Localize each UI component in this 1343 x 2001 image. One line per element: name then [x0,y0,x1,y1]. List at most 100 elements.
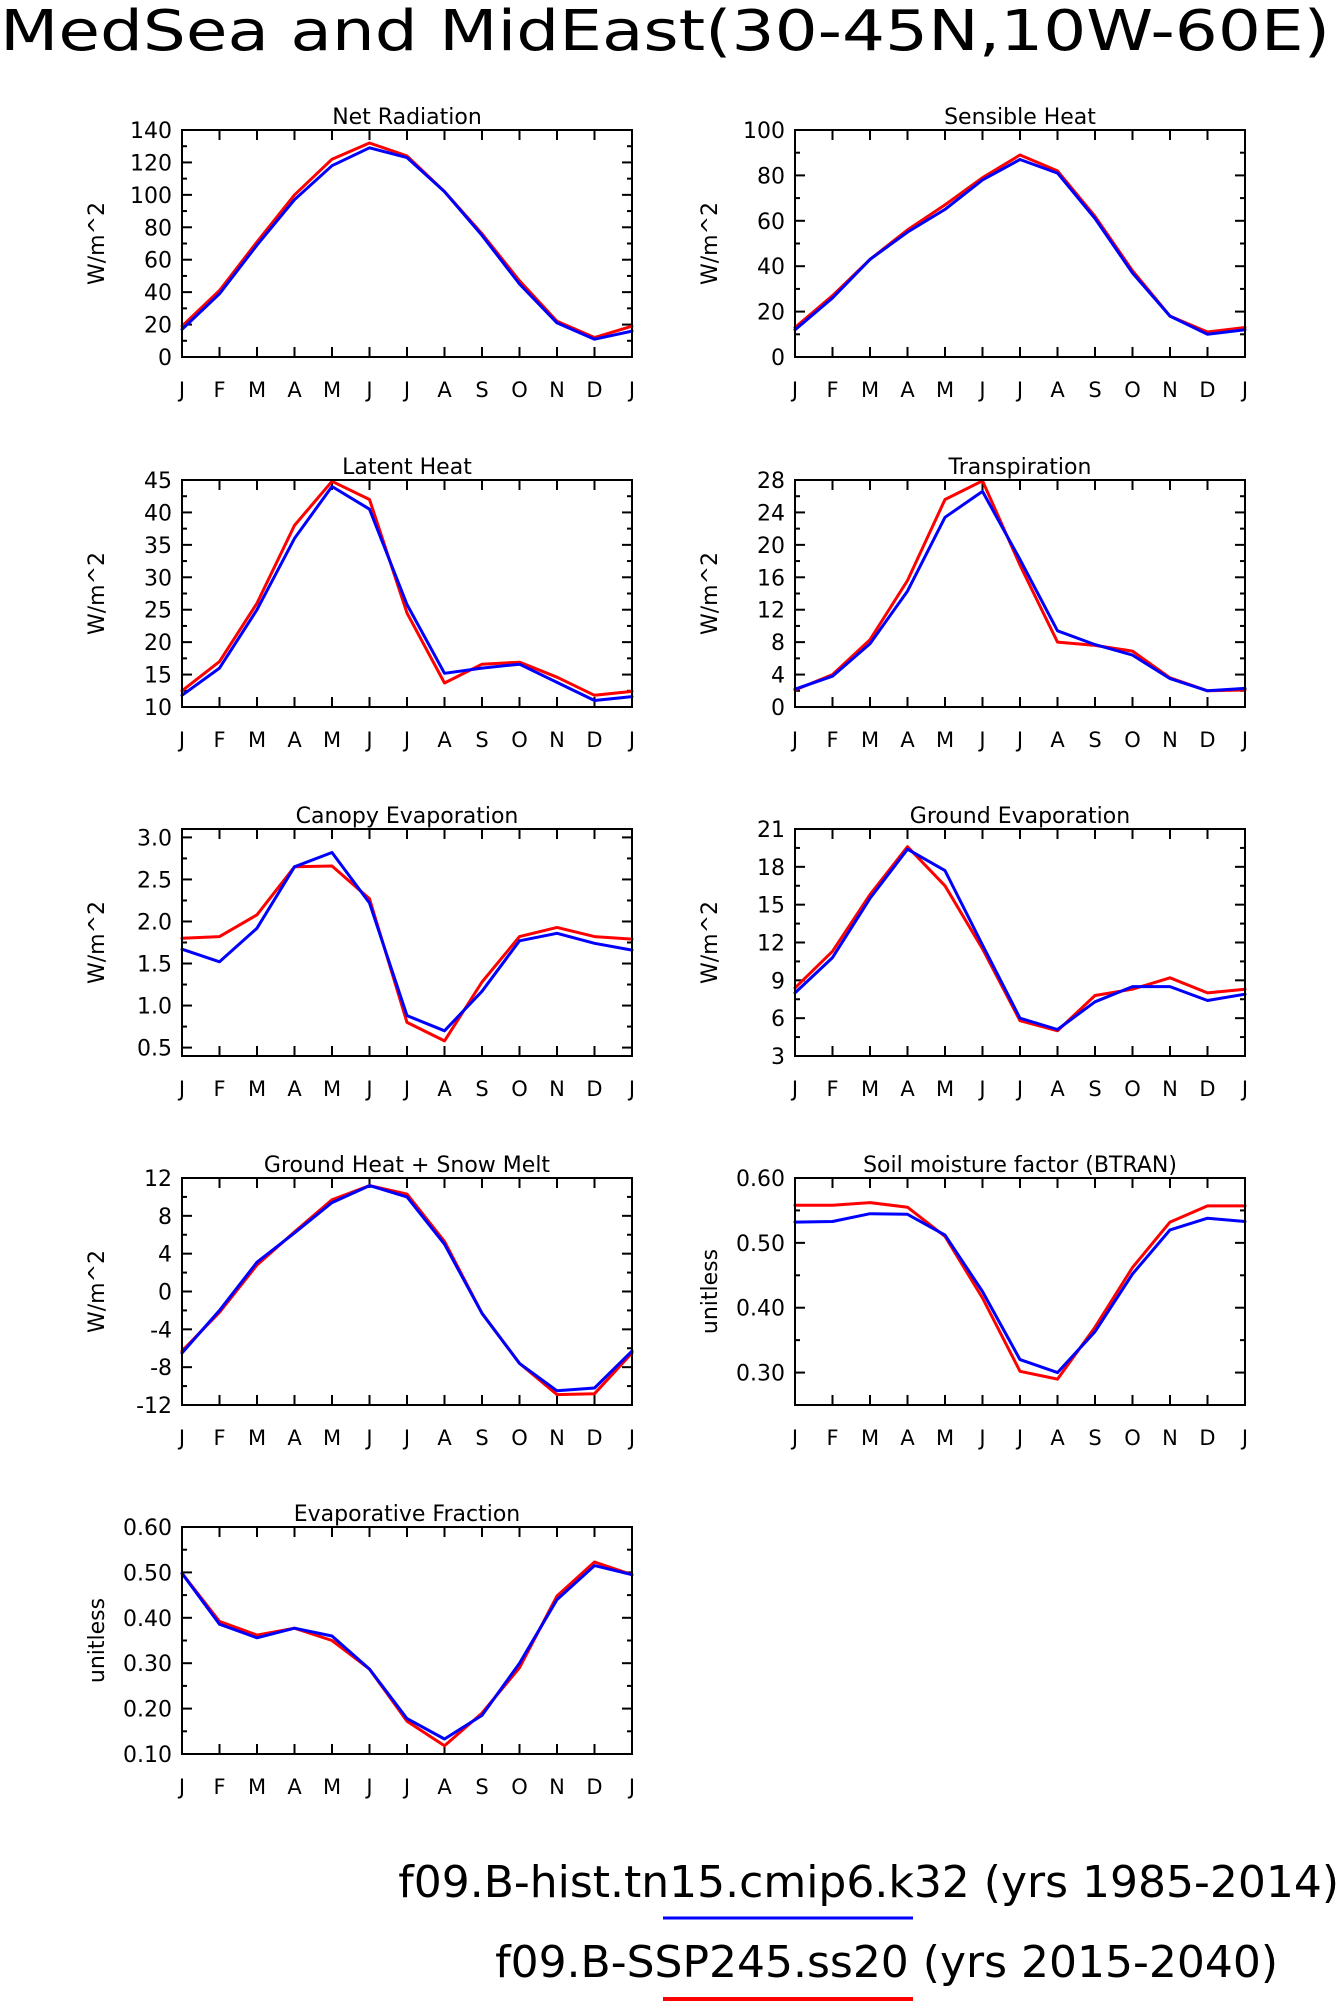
y-tick-label: 12 [757,599,785,624]
x-tick-label: J [790,1426,798,1450]
x-tick-label: N [1162,1077,1178,1101]
x-tick-label: O [511,1775,528,1799]
y-tick-label: 45 [144,469,172,494]
x-tick-label: A [287,1077,302,1101]
x-tick-label: D [586,1426,602,1450]
x-tick-label: O [511,1077,528,1101]
x-tick-label: J [364,1426,372,1450]
series-line [180,1564,634,1741]
x-tick-label: M [248,378,266,402]
y-tick-label: -8 [150,1356,172,1381]
x-tick-label: S [475,728,488,752]
x-tick-label: D [586,728,602,752]
chart-title: Canopy Evaporation [296,804,519,829]
y-tick-label: 28 [757,469,785,494]
x-tick-label: F [826,1426,838,1450]
y-tick-label: 0 [771,346,785,371]
y-axis-label: W/m^2 [698,901,723,984]
x-tick-label: J [402,728,410,752]
x-tick-label: S [1088,1077,1101,1101]
y-tick-label: 0.30 [736,1362,785,1387]
y-tick-label: 21 [757,818,785,843]
series-line [180,851,634,1033]
x-tick-label: D [1199,728,1215,752]
x-tick-label: O [1124,1426,1141,1450]
y-tick-label: 0.10 [123,1743,172,1768]
x-tick-label: F [213,1077,225,1101]
y-tick-label: 40 [144,501,172,526]
x-tick-label: J [1240,1077,1248,1101]
x-tick-label: J [364,728,372,752]
x-tick-label: O [1124,1077,1141,1101]
y-tick-label: 120 [130,151,172,176]
y-tick-label: 12 [757,932,785,957]
y-tick-label: 2.0 [137,910,172,935]
x-tick-label: J [364,378,372,402]
x-tick-label: J [402,1077,410,1101]
x-tick-label: M [861,1077,879,1101]
x-tick-label: F [213,1775,225,1799]
x-tick-label: A [900,1426,915,1450]
y-tick-label: 15 [144,664,172,689]
x-tick-label: A [287,1426,302,1450]
y-tick-label: 30 [144,566,172,591]
x-tick-label: F [826,728,838,752]
x-tick-label: S [475,1775,488,1799]
figure-title: MedSea and MidEast(30-45N,10W-60E) [0,0,1330,64]
y-tick-label: 80 [144,216,172,241]
x-tick-label: N [549,1077,565,1101]
x-tick-label: A [437,728,452,752]
y-tick-label: 0.40 [736,1297,785,1322]
chart-title: Transpiration [948,455,1092,480]
x-tick-label: M [248,1775,266,1799]
y-tick-label: 0.50 [736,1232,785,1257]
series-line [180,485,634,702]
x-tick-label: F [213,728,225,752]
y-tick-label: 1.5 [137,953,172,978]
x-tick-label: J [977,1077,985,1101]
chart-panel: Evaporative Fraction unitless 0.10 0.20 0.30… [85,1502,635,1799]
y-tick-label: 8 [158,1205,172,1230]
y-axis-label: W/m^2 [698,202,723,285]
y-tick-label: 10 [144,696,172,721]
x-tick-label: A [287,378,302,402]
y-tick-label: 20 [144,314,172,339]
x-tick-label: O [511,378,528,402]
x-tick-label: J [977,1426,985,1450]
x-tick-label: J [1240,728,1248,752]
plot-frame [181,479,633,708]
plot-frame [794,479,1246,708]
x-tick-label: N [1162,1426,1178,1450]
x-tick-label: J [177,728,185,752]
series-line [793,489,1247,693]
x-tick-label: M [323,1077,341,1101]
x-tick-label: N [549,378,565,402]
x-tick-label: J [790,728,798,752]
series-line [180,1560,634,1748]
x-tick-label: M [861,728,879,752]
series-line [180,479,634,697]
y-tick-label: 6 [771,1007,785,1032]
chart-title: Ground Evaporation [910,804,1130,829]
x-tick-label: M [323,1775,341,1799]
y-tick-label: 15 [757,894,785,919]
y-tick-label: -12 [136,1394,172,1419]
x-tick-label: J [790,378,798,402]
y-tick-label: 0.20 [123,1698,172,1723]
x-tick-label: D [1199,1077,1215,1101]
plot-frame [181,828,633,1057]
y-tick-label: 25 [144,599,172,624]
x-tick-label: J [1015,1426,1023,1450]
x-tick-label: M [861,1426,879,1450]
y-axis-label: W/m^2 [85,901,110,984]
x-tick-label: A [1050,728,1065,752]
plot-frame [794,828,1246,1057]
x-tick-label: D [1199,378,1215,402]
plot-frame [794,129,1246,358]
x-tick-label: J [627,378,635,402]
x-tick-label: J [364,1077,372,1101]
x-tick-label: J [977,378,985,402]
x-tick-label: N [1162,728,1178,752]
chart-title: Soil moisture factor (BTRAN) [863,1153,1177,1178]
